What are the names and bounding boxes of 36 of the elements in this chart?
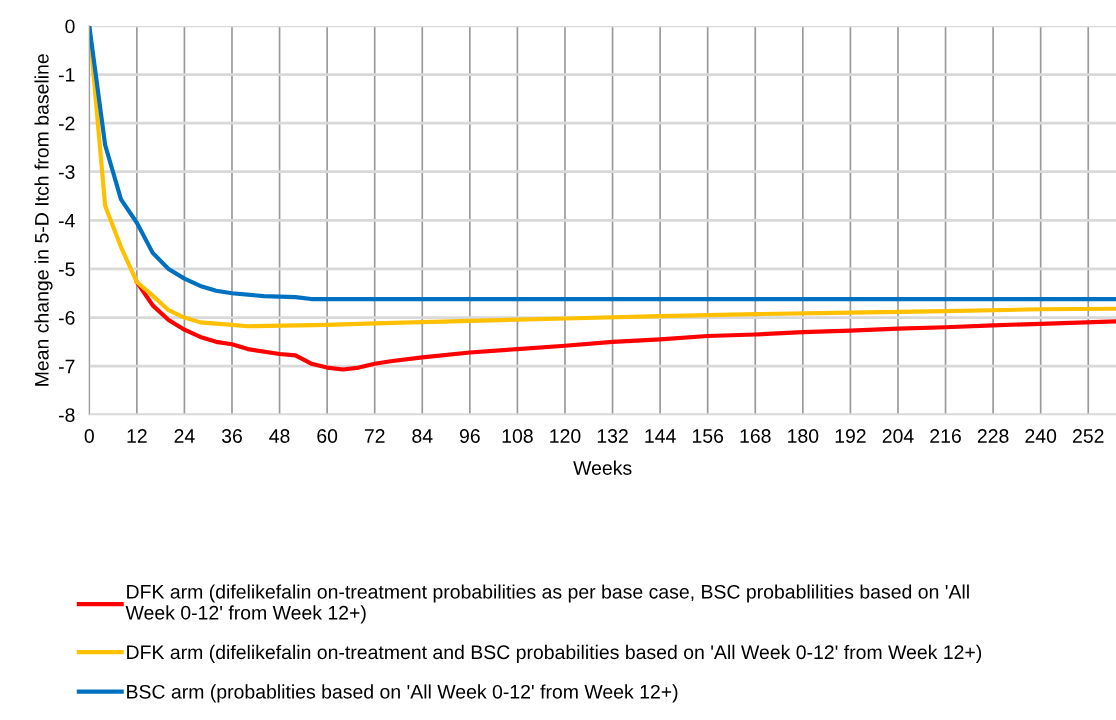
x-tick-label: 168 (740, 429, 771, 443)
x-tick-label: 144 (645, 429, 676, 443)
y-tick-label: 0 (65, 19, 75, 34)
x-axis-title: Weeks (573, 460, 632, 475)
x-tick-label: 180 (788, 429, 819, 443)
y-tick-label: -1 (58, 68, 75, 82)
x-tick-label: 12 (127, 429, 147, 443)
x-tick-label: 120 (550, 429, 581, 443)
x-tick-label: 156 (692, 429, 724, 443)
legend-label: DFK arm (difelikefalin on-treatment probabilities as per base case, BSC probablilities based on 'All Week 0-12' from Week 12+) (125, 584, 969, 624)
y-tick-label: -8 (58, 408, 75, 422)
x-tick-label: 72 (364, 429, 385, 443)
x-tick-label: 36 (221, 429, 242, 443)
x-tick-label: 240 (1025, 429, 1057, 443)
x-tick-label: 84 (412, 429, 433, 443)
y-tick-label: -5 (58, 262, 75, 277)
y-tick-label: -7 (58, 359, 75, 374)
x-tick-label: 216 (930, 429, 961, 443)
x-tick-label: 108 (502, 429, 533, 443)
y-tick-label: -3 (58, 165, 75, 179)
x-tick-label: 132 (597, 429, 628, 443)
legend-label: DFK arm (difelikefalin on-treatment and BSC probabilities based on 'All Week 0-12' from Week 12+) (127, 644, 982, 663)
x-tick-label: 96 (459, 429, 480, 443)
x-tick-label: 60 (317, 429, 338, 443)
y-axis-title: Mean change in 5-D Itch from baseline (34, 54, 53, 386)
x-tick-label: 48 (269, 429, 290, 443)
x-tick-label: 24 (174, 429, 195, 443)
x-tick-label: 204 (882, 429, 914, 443)
y-tick-label: -4 (58, 213, 75, 228)
x-tick-label: 0 (84, 429, 94, 443)
y-tick-label: -6 (58, 310, 75, 325)
x-tick-label: 252 (1073, 429, 1104, 443)
y-tick-label: -2 (58, 116, 75, 131)
x-tick-label: 192 (835, 429, 866, 443)
legend-label: BSC arm (probablities based on 'All Week 0-12' from Week 12+) (127, 684, 678, 703)
x-tick-label: 228 (977, 429, 1009, 443)
